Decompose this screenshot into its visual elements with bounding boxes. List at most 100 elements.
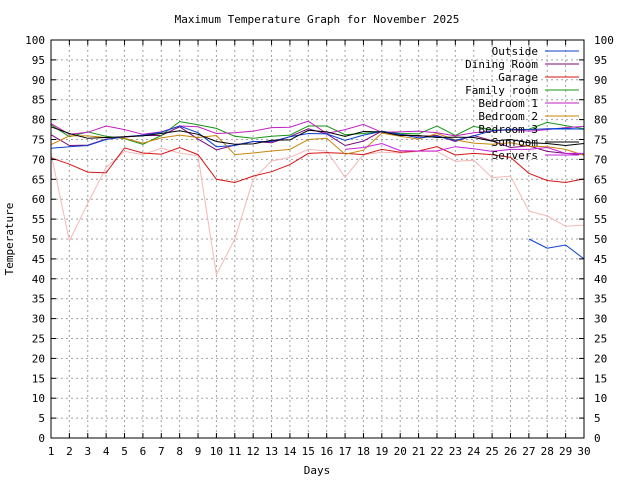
- x-tick-label: 25: [485, 445, 498, 458]
- x-tick-label: 19: [375, 445, 388, 458]
- x-tick-label: 4: [103, 445, 110, 458]
- y-tick-label-right: 80: [594, 114, 607, 127]
- series-line-bedroom-3: [50, 125, 585, 149]
- legend-label-outside: Outside: [492, 45, 538, 58]
- y-tick-label-left: 35: [32, 293, 45, 306]
- axis-ticks: [50, 39, 585, 439]
- chart-title: Maximum Temperature Graph for November 2…: [175, 13, 460, 26]
- y-tick-label-right: 10: [594, 392, 607, 405]
- series-line-bedroom-2: [50, 132, 585, 156]
- y-tick-label-left: 50: [32, 233, 45, 246]
- x-tick-label: 23: [449, 445, 462, 458]
- y-tick-label-right: 40: [594, 273, 607, 286]
- x-tick-label: 18: [357, 445, 370, 458]
- x-tick-label: 10: [210, 445, 223, 458]
- y-tick-label-right: 75: [594, 134, 607, 147]
- y-tick-label-right: 95: [594, 54, 607, 67]
- x-tick-label: 11: [228, 445, 241, 458]
- y-tick-label-right: 30: [594, 313, 607, 326]
- legend-label-servers: Servers: [492, 149, 538, 162]
- y-tick-label-left: 5: [38, 412, 45, 425]
- x-tick-label: 17: [338, 445, 351, 458]
- legend-label-bedroom-3: Bedroom 3: [478, 123, 538, 136]
- x-tick-label: 27: [522, 445, 535, 458]
- y-tick-label-left: 45: [32, 253, 45, 266]
- y-tick-label-left: 100: [25, 34, 45, 47]
- series-line-outside: [528, 238, 585, 260]
- y-tick-label-right: 35: [594, 293, 607, 306]
- x-tick-label: 6: [140, 445, 147, 458]
- y-axis-label: Temperature: [3, 203, 16, 276]
- legend-label-dining-room: Dining Room: [465, 58, 538, 71]
- y-tick-label-right: 55: [594, 213, 607, 226]
- x-tick-label: 5: [121, 445, 128, 458]
- y-tick-label-right: 70: [594, 153, 607, 166]
- x-tick-label: 26: [504, 445, 517, 458]
- y-tick-label-right: 15: [594, 372, 607, 385]
- x-tick-label: 9: [195, 445, 202, 458]
- y-tick-label-left: 80: [32, 114, 45, 127]
- legend-label-garage: Garage: [498, 71, 538, 84]
- series-lines: [50, 120, 585, 277]
- x-tick-label: 22: [430, 445, 443, 458]
- y-tick-label-left: 0: [38, 432, 45, 445]
- y-tick-label-right: 60: [594, 193, 607, 206]
- x-tick-label: 8: [176, 445, 183, 458]
- series-line-garage: [50, 146, 585, 184]
- y-tick-label-right: 20: [594, 352, 607, 365]
- y-tick-label-left: 60: [32, 193, 45, 206]
- x-tick-label: 28: [541, 445, 554, 458]
- series-line-sunroom: [50, 126, 585, 147]
- y-tick-label-left: 55: [32, 213, 45, 226]
- x-tick-label: 24: [467, 445, 481, 458]
- legend-label-family-room: Family room: [465, 84, 538, 97]
- y-tick-label-right: 25: [594, 333, 607, 346]
- x-tick-label: 2: [66, 445, 73, 458]
- x-tick-label: 13: [265, 445, 278, 458]
- y-tick-label-right: 0: [594, 432, 601, 445]
- y-tick-label-left: 15: [32, 372, 45, 385]
- series-line-servers: [345, 142, 584, 154]
- y-tick-label-left: 75: [32, 134, 45, 147]
- legend-label-bedroom-2: Bedroom 2: [478, 110, 538, 123]
- x-tick-label: 20: [394, 445, 407, 458]
- x-tick-label: 1: [48, 445, 55, 458]
- x-tick-label: 7: [158, 445, 165, 458]
- y-tick-label-right: 5: [594, 412, 601, 425]
- x-tick-label: 12: [247, 445, 260, 458]
- y-tick-label-left: 25: [32, 333, 45, 346]
- grid: [51, 40, 584, 438]
- y-tick-label-right: 85: [594, 94, 607, 107]
- y-tick-label-left: 90: [32, 74, 45, 87]
- x-tick-label: 30: [577, 445, 590, 458]
- series-line-unlabeled: [50, 147, 585, 277]
- x-tick-label: 21: [412, 445, 425, 458]
- y-tick-label-left: 20: [32, 352, 45, 365]
- y-tick-label-left: 10: [32, 392, 45, 405]
- y-tick-label-right: 50: [594, 233, 607, 246]
- x-tick-label: 29: [559, 445, 572, 458]
- x-tick-label: 14: [283, 445, 297, 458]
- x-tick-label: 15: [302, 445, 315, 458]
- x-tick-label: 3: [84, 445, 91, 458]
- y-tick-label-left: 95: [32, 54, 45, 67]
- y-tick-label-left: 65: [32, 173, 45, 186]
- x-tick-labels: 1 2 3 4 5 6 7 8 9 10 11 12 13 14 15 16 17 18 19 20 21 22 23 24 2…: [48, 445, 591, 458]
- y-tick-label-right: 45: [594, 253, 607, 266]
- legend-label-bedroom-1: Bedroom 1: [478, 97, 538, 110]
- x-axis-label: Days: [304, 464, 331, 477]
- y-tick-label-right: 100: [594, 34, 614, 47]
- y-tick-labels-right: 0 5 10 15 20 25 30 35 40 45 50 55 60 65 70 75 80 85 90 95 10…: [594, 34, 614, 445]
- y-tick-label-left: 85: [32, 94, 45, 107]
- y-tick-label-right: 90: [594, 74, 607, 87]
- x-tick-label: 16: [320, 445, 333, 458]
- y-tick-labels-left: 0 5 10 15 20 25 30 35 40 45 50 55 60 65 70 75 80 85 90 95 10…: [25, 34, 45, 445]
- legend-label-sunroom: Sunroom: [492, 136, 539, 149]
- y-tick-label-left: 70: [32, 153, 45, 166]
- y-tick-label-left: 30: [32, 313, 45, 326]
- y-tick-label-right: 65: [594, 173, 607, 186]
- y-tick-label-left: 40: [32, 273, 45, 286]
